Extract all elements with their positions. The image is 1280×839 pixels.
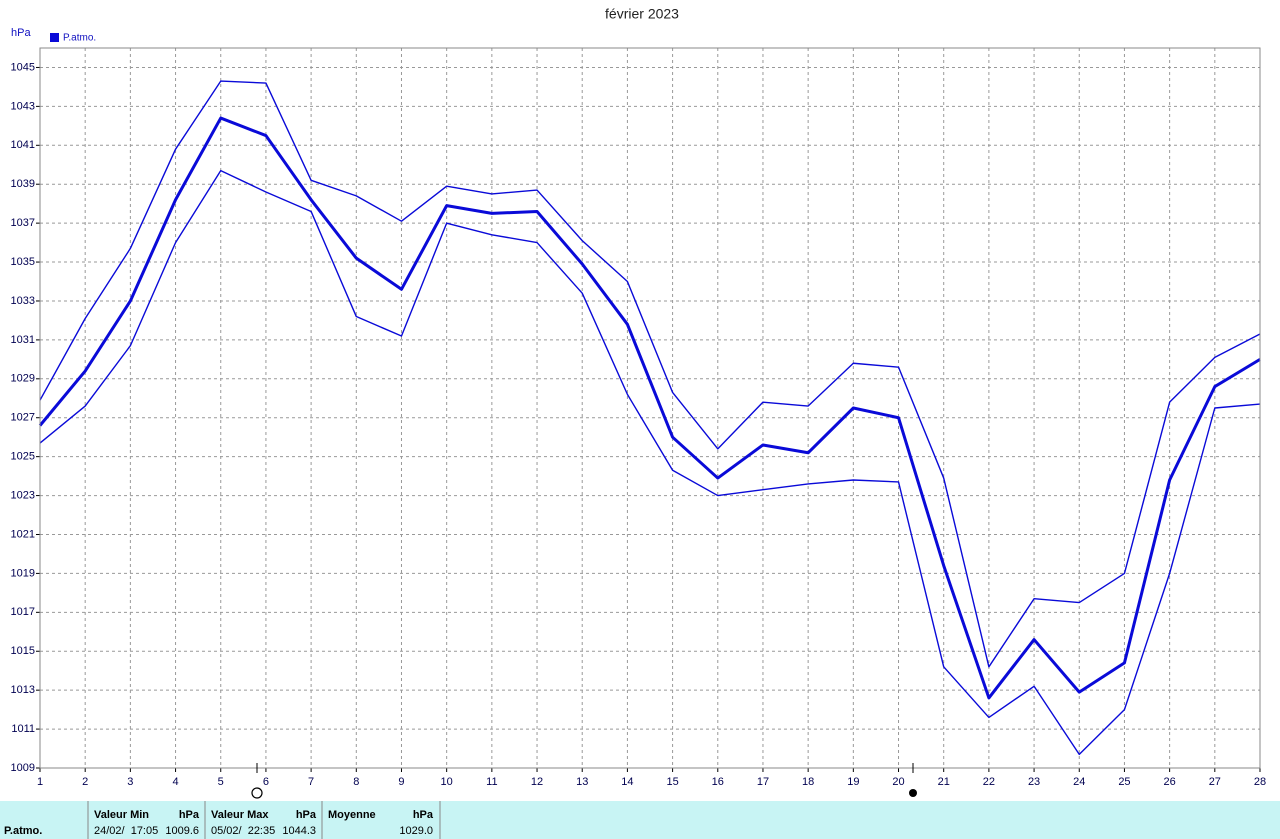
y-tick-label: 1045	[11, 61, 35, 73]
legend-swatch	[50, 33, 59, 42]
x-tick-label: 25	[1118, 776, 1130, 788]
legend-label: P.atmo.	[63, 33, 96, 44]
x-tick-label: 20	[892, 776, 904, 788]
x-tick-label: 13	[576, 776, 588, 788]
y-tick-label: 1013	[11, 684, 35, 696]
column-header: Valeur Max	[211, 809, 269, 821]
x-tick-label: 2	[82, 776, 88, 788]
x-tick-label: 17	[757, 776, 769, 788]
data-line	[39, 169, 1261, 756]
y-tick-label: 1039	[11, 178, 35, 190]
cell-value: 1044.3	[282, 825, 316, 837]
x-tick-label: 6	[263, 776, 269, 788]
y-tick-label: 1029	[11, 373, 35, 385]
chart-title: février 2023	[605, 6, 679, 22]
x-tick-label: 24	[1073, 776, 1085, 788]
y-tick-label: 1035	[11, 256, 35, 268]
x-tick-label: 26	[1164, 776, 1176, 788]
cell-date: 05/02/ 22:35	[211, 825, 275, 837]
y-tick-label: 1037	[11, 217, 35, 229]
x-tick-label: 7	[308, 776, 314, 788]
y-tick-label: 1043	[11, 100, 35, 112]
y-tick-label: 1027	[11, 412, 35, 424]
column-unit: hPa	[179, 809, 200, 821]
x-tick-label: 21	[938, 776, 950, 788]
x-tick-label: 19	[847, 776, 859, 788]
plot-border	[39, 47, 1261, 769]
x-tick-label: 14	[621, 776, 633, 788]
column-header: Valeur Min	[94, 809, 149, 821]
x-tick-label: 22	[983, 776, 995, 788]
data-line	[38, 116, 1261, 700]
cell-value: 1029.0	[399, 825, 433, 837]
x-tick-label: 3	[127, 776, 133, 788]
y-tick-label: 1017	[11, 606, 35, 618]
new-moon-icon	[909, 789, 917, 797]
y-tick-label: 1015	[11, 645, 35, 657]
x-tick-label: 28	[1254, 776, 1266, 788]
x-tick-label: 1	[37, 776, 43, 788]
x-tick-label: 16	[712, 776, 724, 788]
column-unit: hPa	[413, 809, 434, 821]
y-tick-label: 1025	[11, 451, 35, 463]
y-tick-label: 1031	[11, 334, 35, 346]
y-tick-label: 1011	[11, 723, 35, 735]
x-tick-label: 27	[1209, 776, 1221, 788]
summary-table: P.atmo. Valeur Min hPa 24/02/ 17:05 1009.6 V…	[0, 801, 1280, 839]
x-tick-label: 5	[218, 776, 224, 788]
x-tick-label: 11	[486, 776, 497, 788]
row-label: P.atmo.	[4, 825, 42, 837]
y-tick-label: 1021	[11, 528, 35, 540]
x-tick-label: 9	[398, 776, 404, 788]
x-tick-label: 23	[1028, 776, 1040, 788]
y-tick-label: 1033	[11, 295, 35, 307]
x-tick-label: 18	[802, 776, 814, 788]
x-tick-label: 10	[441, 776, 453, 788]
y-tick-label: 1041	[11, 139, 35, 151]
column-header: Moyenne	[328, 809, 376, 821]
y-tick-label: 1009	[11, 762, 35, 774]
y-tick-label: 1023	[11, 489, 35, 501]
data-line	[39, 80, 1261, 668]
y-axis-label: hPa	[11, 27, 31, 39]
y-tick-label: 1019	[11, 567, 35, 579]
x-tick-label: 4	[172, 776, 178, 788]
full-moon-icon	[251, 787, 263, 799]
x-tick-label: 12	[531, 776, 543, 788]
cell-value: 1009.6	[165, 825, 199, 837]
column-unit: hPa	[296, 809, 317, 821]
x-tick-label: 8	[353, 776, 359, 788]
cell-date: 24/02/ 17:05	[94, 825, 158, 837]
table-background	[0, 801, 1280, 839]
x-tick-label: 15	[666, 776, 678, 788]
